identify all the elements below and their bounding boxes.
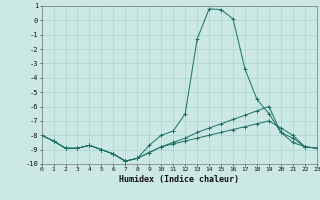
- X-axis label: Humidex (Indice chaleur): Humidex (Indice chaleur): [119, 175, 239, 184]
